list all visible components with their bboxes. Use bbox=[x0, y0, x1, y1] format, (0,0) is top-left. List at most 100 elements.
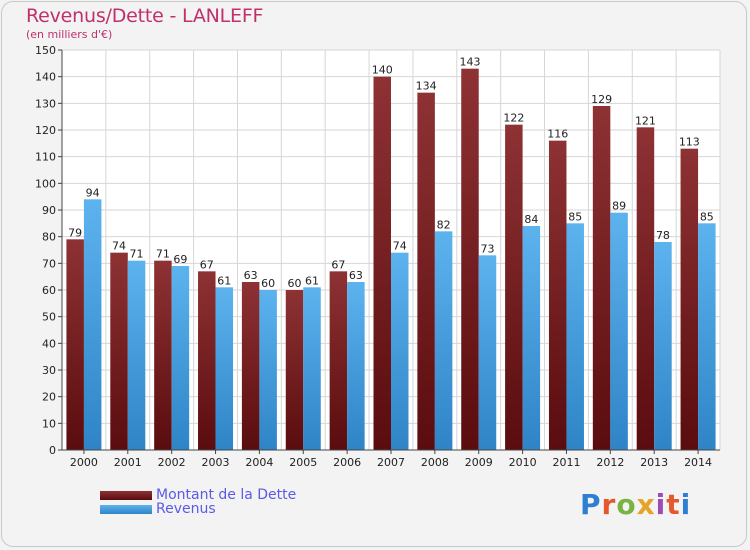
x-tick-label: 2013 bbox=[640, 456, 668, 469]
x-tick-label: 2006 bbox=[333, 456, 361, 469]
x-tick-label: 2008 bbox=[421, 456, 449, 469]
legend-item-debt: Montant de la Dette bbox=[100, 488, 296, 502]
legend-item-revenus: Revenus bbox=[100, 502, 216, 516]
bar-dette bbox=[154, 260, 172, 450]
bar-revenus bbox=[610, 212, 628, 450]
data-label-dette: 134 bbox=[416, 80, 437, 93]
logo-letter: P bbox=[580, 488, 602, 521]
proxiti-logo: Proxiti bbox=[580, 488, 691, 521]
bar-revenus bbox=[566, 223, 584, 450]
legend-swatch-debt bbox=[100, 490, 152, 500]
bar-revenus bbox=[303, 287, 321, 450]
bar-dette bbox=[636, 127, 655, 450]
y-tick-label: 120 bbox=[35, 124, 56, 137]
x-tick-label: 2003 bbox=[202, 456, 230, 469]
data-label-dette: 121 bbox=[635, 114, 656, 127]
x-tick-label: 2000 bbox=[70, 456, 98, 469]
data-label-revenus: 74 bbox=[393, 240, 407, 253]
legend-label-revenus: Revenus bbox=[156, 501, 216, 517]
y-tick-label: 0 bbox=[49, 444, 56, 457]
chart-subtitle: (en milliers d'€) bbox=[26, 28, 113, 41]
y-tick-label: 130 bbox=[35, 97, 56, 110]
x-tick-label: 2010 bbox=[509, 456, 537, 469]
data-label-dette: 63 bbox=[244, 269, 258, 282]
x-tick-label: 2005 bbox=[289, 456, 317, 469]
x-tick-label: 2009 bbox=[465, 456, 493, 469]
data-label-revenus: 84 bbox=[524, 213, 538, 226]
bar-dette bbox=[680, 148, 699, 450]
data-label-dette: 74 bbox=[112, 240, 126, 253]
bar-revenus bbox=[698, 223, 716, 450]
y-tick-label: 30 bbox=[42, 364, 56, 377]
y-tick-label: 20 bbox=[42, 391, 56, 404]
bar-dette bbox=[548, 140, 567, 450]
data-label-dette: 143 bbox=[459, 56, 480, 69]
legend-label-debt: Montant de la Dette bbox=[156, 487, 297, 503]
data-label-dette: 60 bbox=[288, 277, 302, 290]
bar-revenus bbox=[215, 287, 234, 450]
data-label-revenus: 85 bbox=[700, 210, 714, 223]
logo-letter: i bbox=[655, 488, 667, 521]
data-label-dette: 113 bbox=[679, 136, 700, 149]
logo-letter: x bbox=[636, 488, 656, 521]
y-tick-label: 50 bbox=[42, 311, 56, 324]
bar-revenus bbox=[259, 290, 277, 450]
bar-dette bbox=[461, 68, 479, 451]
data-label-revenus: 63 bbox=[349, 269, 363, 282]
bar-revenus bbox=[127, 260, 146, 450]
data-label-revenus: 61 bbox=[217, 274, 231, 287]
bar-revenus bbox=[83, 199, 102, 450]
x-tick-label: 2014 bbox=[684, 456, 712, 469]
y-tick-label: 140 bbox=[35, 71, 56, 84]
y-tick-label: 40 bbox=[42, 337, 56, 350]
bar-revenus bbox=[434, 231, 453, 450]
bar-dette bbox=[417, 92, 435, 451]
y-tick-label: 80 bbox=[42, 231, 56, 244]
legend-swatch-revenus bbox=[100, 504, 152, 514]
data-label-revenus: 69 bbox=[173, 253, 187, 266]
logo-letter: t bbox=[666, 488, 681, 521]
data-label-dette: 122 bbox=[503, 112, 524, 125]
data-label-revenus: 85 bbox=[568, 210, 582, 223]
y-tick-label: 10 bbox=[42, 417, 56, 430]
bar-dette bbox=[285, 290, 304, 450]
data-label-dette: 116 bbox=[547, 128, 568, 141]
bar-dette bbox=[241, 282, 260, 450]
axis-layer: 0 10 20 30 40 50 60 70 80 90 100 110 120 130 140 150 200… bbox=[35, 44, 720, 469]
data-label-revenus: 78 bbox=[656, 229, 670, 242]
bar-dette bbox=[329, 271, 348, 450]
bar-revenus bbox=[654, 242, 672, 450]
data-label-revenus: 71 bbox=[130, 248, 144, 261]
x-tick-label: 2001 bbox=[114, 456, 142, 469]
data-label-dette: 67 bbox=[331, 258, 345, 271]
bar-dette bbox=[592, 106, 611, 450]
data-label-revenus: 82 bbox=[437, 218, 451, 231]
bar-revenus bbox=[171, 266, 190, 450]
data-label-dette: 140 bbox=[372, 64, 393, 77]
bar-dette bbox=[505, 124, 523, 451]
data-label-revenus: 73 bbox=[480, 242, 494, 255]
x-tick-label: 2012 bbox=[596, 456, 624, 469]
bar-revenus bbox=[478, 255, 497, 450]
x-tick-label: 2007 bbox=[377, 456, 405, 469]
bar-dette bbox=[110, 252, 128, 450]
data-label-dette: 129 bbox=[591, 93, 612, 106]
data-label-revenus: 60 bbox=[261, 277, 275, 290]
logo-letter: o bbox=[616, 488, 637, 521]
x-tick-label: 2002 bbox=[158, 456, 186, 469]
bar-revenus bbox=[347, 282, 365, 450]
y-tick-label: 150 bbox=[35, 44, 56, 57]
bars-layer bbox=[66, 68, 716, 451]
chart-title: Revenus/Dette - LANLEFF bbox=[26, 5, 264, 27]
y-tick-label: 70 bbox=[42, 257, 56, 270]
y-tick-label: 110 bbox=[35, 151, 56, 164]
bar-dette bbox=[198, 271, 216, 450]
bar-revenus bbox=[522, 226, 541, 450]
data-label-dette: 67 bbox=[200, 258, 214, 271]
data-label-revenus: 94 bbox=[86, 186, 100, 199]
y-tick-label: 90 bbox=[42, 204, 56, 217]
data-label-revenus: 61 bbox=[305, 274, 319, 287]
bar-revenus bbox=[391, 252, 409, 450]
